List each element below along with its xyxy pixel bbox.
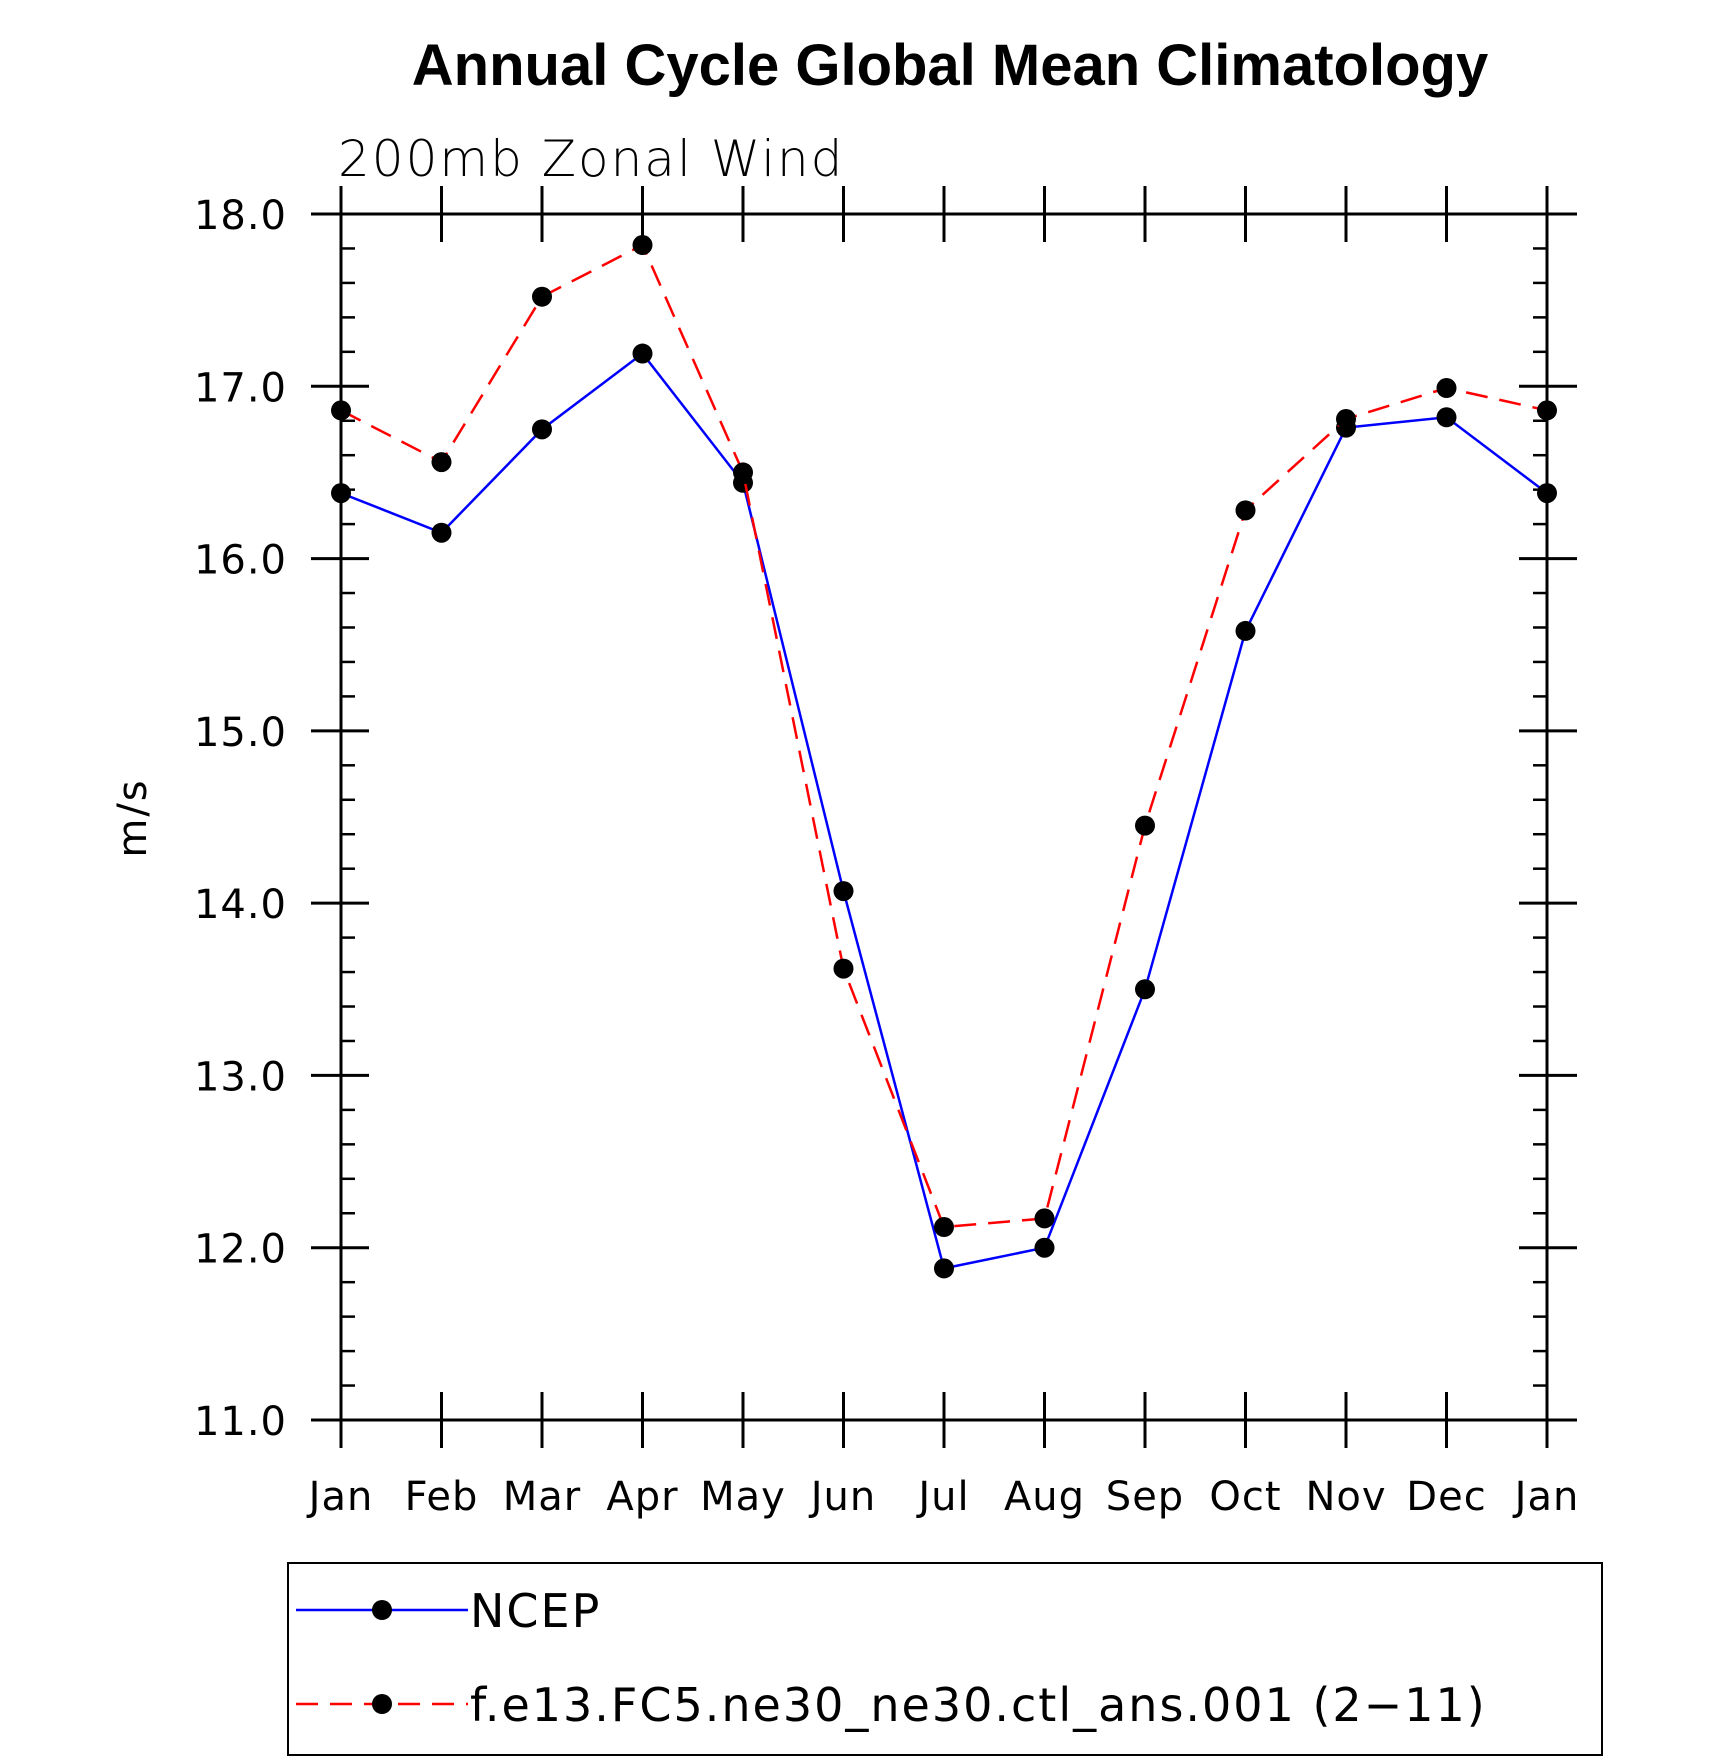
data-point bbox=[1235, 500, 1256, 521]
data-point bbox=[331, 400, 351, 421]
data-point bbox=[1537, 400, 1557, 421]
data-point bbox=[733, 462, 753, 483]
legend-label: NCEP bbox=[470, 1584, 601, 1638]
y-tick-label: 11.0 bbox=[194, 1399, 287, 1445]
x-tick-label: Jan bbox=[1512, 1474, 1580, 1520]
axes: Jan Feb Mar Apr May Jun Jul Aug Sep Oct Nov Dec Jan 1… bbox=[194, 186, 1580, 1520]
y-tick-label: 13.0 bbox=[194, 1054, 287, 1100]
data-point bbox=[1336, 409, 1356, 430]
data-point bbox=[1436, 407, 1457, 428]
data-point bbox=[532, 286, 552, 307]
y-tick-label: 17.0 bbox=[194, 365, 287, 411]
x-tick-label: Jan bbox=[306, 1474, 374, 1520]
data-point bbox=[431, 452, 452, 473]
data-series bbox=[331, 235, 1557, 1279]
series-line bbox=[340, 243, 1548, 1229]
chart-subtitle: 200mb Zonal Wind bbox=[338, 130, 844, 188]
x-tick-label: Aug bbox=[1004, 1474, 1085, 1520]
series-1 bbox=[331, 343, 1557, 1279]
data-point bbox=[1537, 483, 1557, 504]
data-point bbox=[632, 343, 653, 364]
data-point bbox=[934, 1258, 954, 1279]
data-point bbox=[1034, 1208, 1055, 1229]
y-tick-label: 16.0 bbox=[194, 538, 287, 584]
data-point bbox=[331, 483, 351, 504]
data-point bbox=[1135, 979, 1155, 1000]
data-point bbox=[1034, 1237, 1055, 1258]
data-point bbox=[532, 419, 552, 440]
data-point bbox=[1235, 620, 1256, 641]
y-tick-label: 15.0 bbox=[194, 710, 287, 756]
legend-marker bbox=[372, 1600, 392, 1620]
x-tick-label: Jun bbox=[808, 1474, 877, 1520]
series-2 bbox=[331, 235, 1557, 1238]
legend-label: f.e13.FC5.ne30_ne30.ctl_ans.001 (2−11) bbox=[470, 1678, 1487, 1732]
y-tick-label: 18.0 bbox=[194, 193, 287, 239]
y-axis-label: m/s bbox=[110, 778, 156, 857]
x-tick-label: Dec bbox=[1406, 1474, 1486, 1520]
data-point bbox=[1436, 378, 1457, 399]
legend: NCEP f.e13.FC5.ne30_ne30.ctl_ans.001 (2−1… bbox=[287, 1562, 1603, 1756]
x-tick-label: May bbox=[700, 1474, 786, 1520]
plot-frame bbox=[339, 212, 1549, 1422]
series-line bbox=[340, 351, 1548, 1270]
y-tick-label: 12.0 bbox=[194, 1227, 287, 1273]
data-point bbox=[833, 958, 854, 979]
x-tick-label: Apr bbox=[606, 1474, 678, 1520]
legend-marker bbox=[372, 1694, 392, 1714]
data-point bbox=[1135, 815, 1155, 836]
data-point bbox=[632, 235, 653, 256]
y-tick-label: 14.0 bbox=[194, 882, 287, 928]
data-point bbox=[833, 881, 854, 902]
data-point bbox=[431, 522, 452, 543]
x-tick-label: Feb bbox=[405, 1474, 479, 1520]
x-tick-label: Nov bbox=[1305, 1474, 1386, 1520]
legend-box bbox=[287, 1562, 1603, 1756]
x-tick-label: Sep bbox=[1106, 1474, 1184, 1520]
x-tick-label: Oct bbox=[1209, 1474, 1281, 1520]
chart-title: Annual Cycle Global Mean Climatology bbox=[412, 33, 1488, 98]
x-tick-label: Mar bbox=[503, 1474, 581, 1520]
x-tick-label: Jul bbox=[915, 1474, 969, 1520]
data-point bbox=[934, 1217, 954, 1238]
